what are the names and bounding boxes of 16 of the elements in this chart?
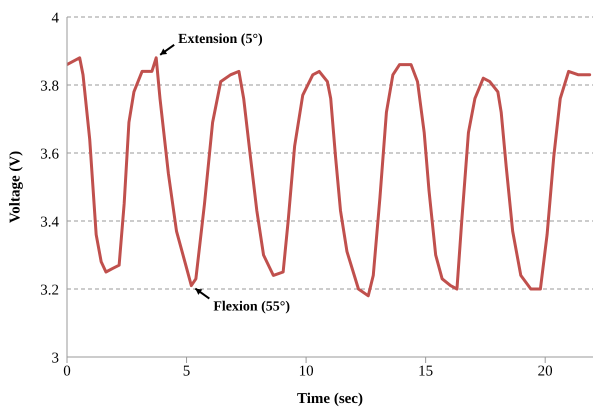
annotation: Extension (5°) xyxy=(178,32,264,47)
x-tick-label: 10 xyxy=(298,364,314,380)
y-tick-label: 3.8 xyxy=(40,78,59,94)
x-tick-label: 5 xyxy=(182,364,190,380)
y-tick-label: 3 xyxy=(52,350,59,366)
x-tick-label: 15 xyxy=(418,364,434,380)
y-tick-label: 3.4 xyxy=(40,214,60,230)
y-axis-title: Voltage (V) xyxy=(7,150,24,224)
y-tick-label: 3.6 xyxy=(40,146,60,162)
y-tick-label: 3.2 xyxy=(40,282,59,298)
y-tick-label: 4 xyxy=(52,10,60,26)
annotation: Flexion (55°) xyxy=(213,300,290,315)
line-series xyxy=(67,56,592,298)
x-tick-label: 0 xyxy=(63,364,71,380)
x-axis-title: Time (sec) xyxy=(297,391,363,407)
x-tick-label: 20 xyxy=(538,364,553,380)
